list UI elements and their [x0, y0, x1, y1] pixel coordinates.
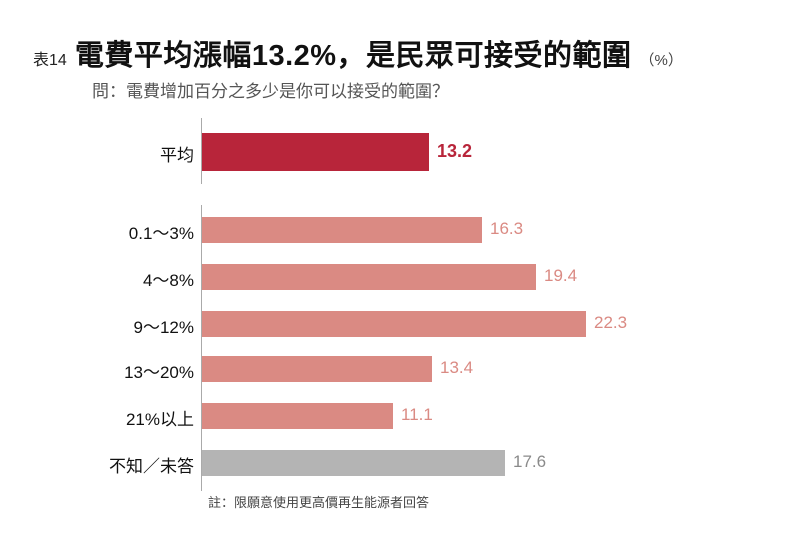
value-label: 17.6 [513, 452, 547, 471]
value-label: 13.2 [437, 141, 473, 161]
category-label: 4～8% [142, 271, 194, 290]
bar-3 [202, 311, 586, 337]
axis-line-main [201, 205, 202, 491]
category-label: 13～20% [124, 363, 194, 382]
bar-6 [202, 450, 505, 476]
category-label: 平均 [160, 146, 194, 165]
bar-0 [202, 133, 429, 171]
unit-label: （%） [639, 52, 683, 69]
axis-line-average [201, 118, 202, 184]
bar-1 [202, 217, 482, 243]
bar-2 [202, 264, 536, 290]
bar-4 [202, 356, 432, 382]
chart-subtitle: 問：電費增加百分之多少是你可以接受的範圍？ [92, 82, 449, 101]
chart-title: 電費平均漲幅13.2%，是民眾可接受的範圍 [74, 40, 632, 72]
value-label: 13.4 [440, 358, 474, 377]
category-label: 9～12% [133, 318, 194, 337]
value-label: 22.3 [594, 313, 628, 332]
value-label: 11.1 [401, 405, 433, 424]
value-label: 19.4 [544, 266, 578, 285]
category-label: 0.1～3% [128, 224, 194, 243]
category-label: 不知／未答 [109, 457, 194, 476]
bar-5 [202, 403, 393, 429]
table-number: 表14 [33, 52, 67, 69]
footnote: 註：限願意使用更高價再生能源者回答 [208, 495, 430, 510]
category-label: 21%以上 [125, 410, 194, 429]
chart-header: 表14 電費平均漲幅13.2%，是民眾可接受的範圍 （%） [33, 32, 683, 74]
value-label: 16.3 [490, 219, 524, 238]
